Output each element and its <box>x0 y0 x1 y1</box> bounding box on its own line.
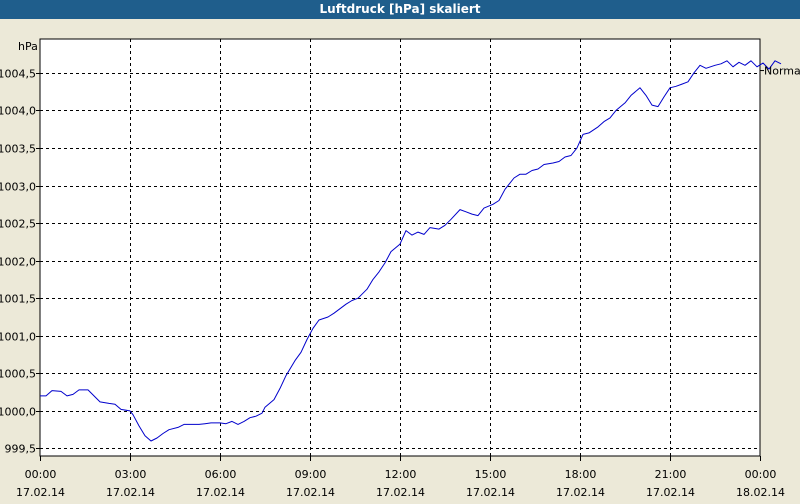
x-tick-time-label: 21:00 <box>655 468 687 481</box>
x-tick-date-label: 17.02.14 <box>286 486 335 499</box>
x-tick-date-label: 17.02.14 <box>16 486 65 499</box>
series-label: Normal <box>764 65 800 78</box>
series-labels: Normal <box>760 65 800 78</box>
y-tick-label: 1004,0 <box>0 105 36 118</box>
plot-area <box>39 38 761 457</box>
series-line <box>40 60 782 442</box>
grid <box>40 39 760 456</box>
x-tick-date-label: 17.02.14 <box>466 486 515 499</box>
x-tick-date-label: 18.02.14 <box>736 486 785 499</box>
x-tick-time-label: 00:00 <box>25 468 57 481</box>
x-tick-time-label: 09:00 <box>295 468 327 481</box>
x-tick-time-label: 03:00 <box>115 468 147 481</box>
y-tick-label: 1003,5 <box>0 143 36 156</box>
x-tick-date-label: 17.02.14 <box>556 486 605 499</box>
y-axis-unit-label: hPa <box>18 40 38 53</box>
chart-area: 999,5 1000,0 1000,5 1001,0 1001,5 1002,0 1002,… <box>0 19 800 500</box>
y-tick-label: 1003,0 <box>0 181 36 194</box>
y-tick-label: 1000,0 <box>0 406 36 419</box>
y-tick-label: 1000,5 <box>0 368 36 381</box>
window-title: Luftdruck [hPa] skaliert <box>0 0 800 19</box>
x-tick-time-label: 18:00 <box>565 468 597 481</box>
axis-ticks: 999,5 1000,0 1000,5 1001,0 1001,5 1002,0 1002,… <box>0 68 785 500</box>
x-tick-time-label: 15:00 <box>475 468 507 481</box>
x-tick-date-label: 17.02.14 <box>646 486 695 499</box>
y-tick-label: 999,5 <box>5 443 37 456</box>
line-chart: 999,5 1000,0 1000,5 1001,0 1001,5 1002,0 1002,… <box>0 38 800 500</box>
y-tick-label: 1002,0 <box>0 256 36 269</box>
y-tick-label: 1002,5 <box>0 218 36 231</box>
x-tick-date-label: 17.02.14 <box>376 486 425 499</box>
x-tick-date-label: 17.02.14 <box>106 486 155 499</box>
series-layer <box>40 60 782 442</box>
y-tick-label: 1001,5 <box>0 293 36 306</box>
y-tick-label: 1004,5 <box>0 68 36 81</box>
x-tick-date-label: 17.02.14 <box>196 486 245 499</box>
x-tick-time-label: 12:00 <box>385 468 417 481</box>
x-tick-time-label: 00:00 <box>745 468 777 481</box>
y-tick-label: 1001,0 <box>0 331 36 344</box>
x-tick-time-label: 06:00 <box>205 468 237 481</box>
